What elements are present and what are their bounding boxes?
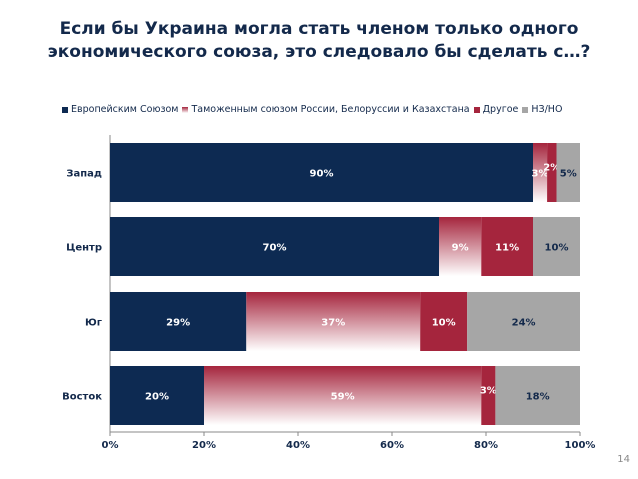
legend-swatch [473,106,480,113]
data-label: 29% [166,318,190,329]
legend-label: Таможенным союзом России, Белоруссии и К… [191,104,470,115]
x-tick-label: 60% [380,440,404,451]
legend-item: Другое [473,104,519,115]
bar-segment [556,143,580,202]
bar-segment [481,366,496,425]
data-label: 10% [432,318,456,329]
bar-segment [246,292,421,351]
bar-segment [533,217,580,276]
category-label: Восток [62,392,102,403]
bar-segment [204,366,482,425]
x-tick-label: 20% [192,440,216,451]
legend-label: Другое [482,104,519,115]
chart-title: Если бы Украина могла стать членом тольк… [0,18,638,64]
data-label: 70% [263,243,287,254]
x-tick-label: 0% [102,440,119,451]
data-label: 90% [310,169,334,180]
data-label: 2% [543,163,560,174]
bar-segment [467,292,580,351]
bar-segment [420,292,468,351]
legend-label: Европейским Союзом [71,104,179,115]
data-label: 10% [545,243,569,254]
legend: Европейским Союзом Таможенным союзом Росс… [62,104,566,116]
x-tick-label: 100% [565,440,596,451]
bar-segment [110,217,439,276]
bar-segment [110,143,533,202]
x-tick-label: 40% [286,440,310,451]
x-tick-label: 80% [474,440,498,451]
title-line-2: экономического союза, это следовало бы с… [47,42,591,62]
data-label: 59% [331,392,355,403]
bar-segment [110,366,204,425]
bar-segment [439,217,482,276]
data-label: 37% [321,318,345,329]
category-label: Юг [85,318,102,329]
data-label: 18% [526,392,550,403]
data-label: 24% [512,318,536,329]
category-label: Запад [66,169,102,180]
page-number: 14 [617,454,630,465]
legend-label: НЗ/НО [531,104,563,115]
legend-swatch [62,106,68,113]
data-label: 3% [532,169,549,180]
bar-segment [547,143,557,202]
category-label: Центр [66,243,102,254]
legend-item: Таможенным союзом России, Белоруссии и К… [182,104,470,115]
legend-swatch [522,106,529,113]
data-label: 9% [452,243,469,254]
bar-segment [481,217,533,276]
title-line-1: Если бы Украина могла стать членом тольк… [59,19,579,39]
bar-segment [533,143,548,202]
data-label: 5% [560,169,577,180]
legend-swatch [182,106,189,113]
bar-segment [495,366,580,425]
data-label: 3% [480,386,497,397]
data-label: 11% [495,243,519,254]
legend-item: НЗ/НО [522,104,562,115]
data-label: 20% [145,392,169,403]
legend-item: Европейским Союзом [62,104,178,115]
bar-segment [110,292,247,351]
